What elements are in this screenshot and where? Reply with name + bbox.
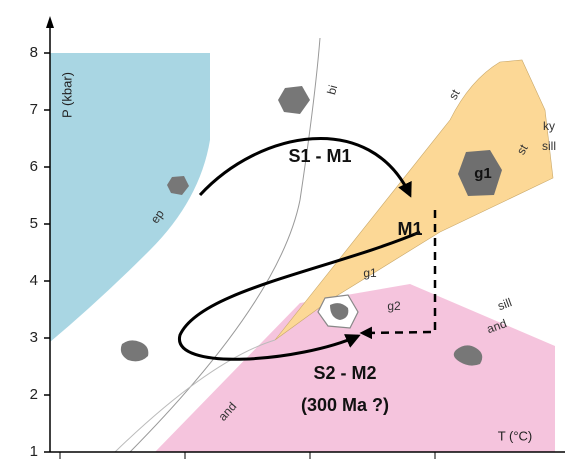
field-label: sill: [496, 295, 514, 313]
mineral: [278, 86, 310, 114]
stage-label: M1: [397, 219, 422, 239]
y-tick-label: 6: [30, 158, 38, 175]
y-tick-label: 7: [30, 101, 38, 118]
age-label: (300 Ma ?): [301, 395, 389, 415]
y-tick-label: 8: [30, 44, 38, 61]
x-axis-label: T (°C): [498, 428, 533, 443]
path-label: S1 - M1: [288, 146, 351, 166]
garnet-label: g1: [363, 266, 377, 280]
x-ticks: [60, 452, 435, 459]
path-label: S2 - M2: [313, 363, 376, 383]
field-label: st: [446, 86, 463, 102]
mineral: [121, 340, 148, 361]
y-axis-arrow: [46, 16, 54, 28]
y-tick-label: 5: [30, 215, 38, 232]
garnet-label: g2: [387, 299, 401, 313]
y-tick-label: 1: [30, 443, 38, 460]
y-axis-label: P (kbar): [59, 72, 74, 118]
field-label: sill: [542, 139, 556, 153]
y-tick-label: 3: [30, 329, 38, 346]
field-label: ky: [543, 119, 555, 133]
field-label: bi: [324, 83, 340, 96]
garnet-label: g1: [474, 165, 492, 182]
y-tick-label: 2: [30, 386, 38, 403]
y-tick-label: 4: [30, 272, 38, 289]
pt-diagram: P (kbar) T (°C) S1 - M1 M1 S2 - M2 (300 …: [0, 0, 565, 466]
